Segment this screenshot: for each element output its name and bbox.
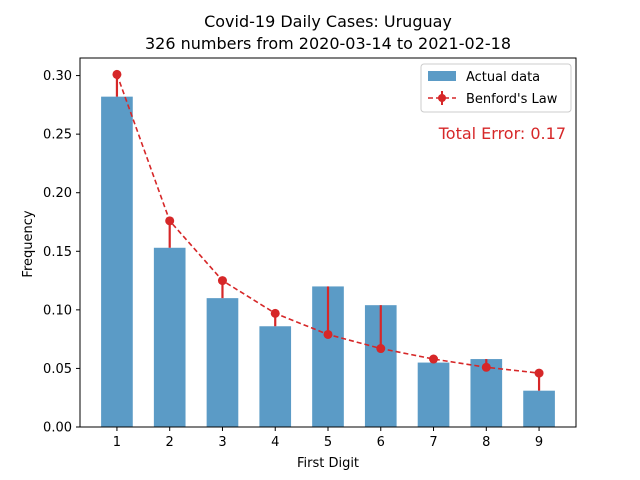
x-tick-label-4: 4 [271,435,279,450]
bar-digit-3 [206,298,239,427]
benford-point-digit-1 [112,69,122,79]
y-tick-label-0.20: 0.20 [43,186,72,201]
y-axis-label: Frequency [21,210,36,277]
x-tick-label-3: 3 [218,435,226,450]
bar-digit-7 [417,362,450,427]
y-tick-label-0.15: 0.15 [43,245,72,260]
benford-point-digit-6 [376,344,386,354]
chart-subtitle: 326 numbers from 2020-03-14 to 2021-02-1… [145,34,511,53]
y-tick-label-0.00: 0.00 [43,421,72,436]
legend-label-benford: Benford's Law [466,92,558,107]
bar-digit-9 [523,390,555,427]
x-tick-label-8: 8 [482,435,490,450]
legend-frame [420,63,572,113]
chart-title: Covid-19 Daily Cases: Uruguay [204,12,452,31]
benford-point-digit-3 [217,276,227,286]
y-tick-label-0.30: 0.30 [43,69,72,84]
bar-digit-2 [153,247,186,427]
x-tick-label-2: 2 [166,435,174,450]
legend-swatch-benford-marker [438,94,446,102]
x-tick-label-7: 7 [429,435,437,450]
legend-label-actual: Actual data [466,70,540,85]
benford-point-digit-9 [534,368,544,378]
y-tick-label-0.25: 0.25 [43,128,72,143]
benford-point-digit-4 [270,308,280,318]
x-tick-label-6: 6 [377,435,385,450]
legend-swatch-actual [428,71,456,81]
legend: Actual data Benford's Law [420,63,572,113]
bar-digit-4 [259,326,292,427]
benford-point-digit-8 [481,362,491,372]
benford-point-digit-7 [429,354,439,364]
plot-area: 1 2 3 4 5 6 7 8 9 0.00 0.05 0.10 0.15 0.20 0.25 0.30 [43,57,577,450]
y-tick-label-0.05: 0.05 [43,362,72,377]
total-error-annotation: Total Error: 0.17 [438,124,566,143]
x-axis-label: First Digit [297,456,359,471]
x-tick-label-1: 1 [113,435,121,450]
x-tick-label-5: 5 [324,435,332,450]
x-tick-label-9: 9 [535,435,543,450]
benford-point-digit-2 [165,216,175,226]
y-tick-label-0.10: 0.10 [43,303,72,318]
benford-point-digit-5 [323,329,333,339]
bar-digit-1 [101,96,133,428]
